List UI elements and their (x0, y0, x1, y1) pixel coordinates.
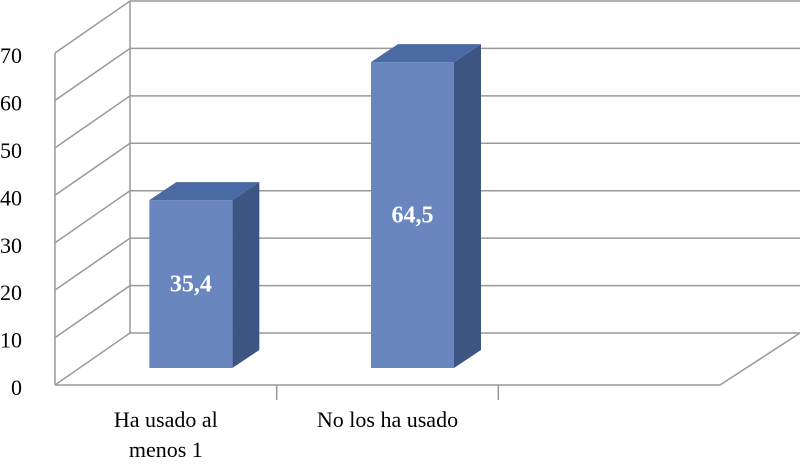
grid-line (54, 47, 800, 102)
grid-line (54, 0, 800, 54)
value-label: 64,5 (392, 203, 434, 229)
bar-top (149, 182, 260, 201)
y-tick-label: 50 (0, 138, 22, 163)
y-tick-label: 20 (0, 280, 22, 305)
grid-line (54, 95, 800, 149)
grid-line (54, 332, 800, 386)
bar-top (371, 44, 481, 63)
y-tick-label: 0 (11, 375, 22, 400)
x-tick-label: No los ha usado (316, 407, 459, 432)
bar (371, 62, 454, 368)
y-tick-label: 30 (0, 233, 22, 258)
grid-line (54, 142, 800, 196)
bar-side (454, 44, 481, 368)
y-tick-label: 10 (0, 328, 22, 353)
grid-line (54, 189, 800, 244)
grid-line (54, 284, 800, 339)
bar (149, 200, 233, 368)
value-label: 35,4 (170, 272, 212, 298)
bar-side (232, 182, 260, 368)
y-tick-label: 60 (0, 90, 22, 115)
y-tick-label: 40 (0, 185, 22, 210)
grid-line (54, 237, 800, 291)
x-tick-label: Ha usado al menos 1 (113, 407, 218, 462)
y-tick-label: 70 (0, 43, 22, 68)
